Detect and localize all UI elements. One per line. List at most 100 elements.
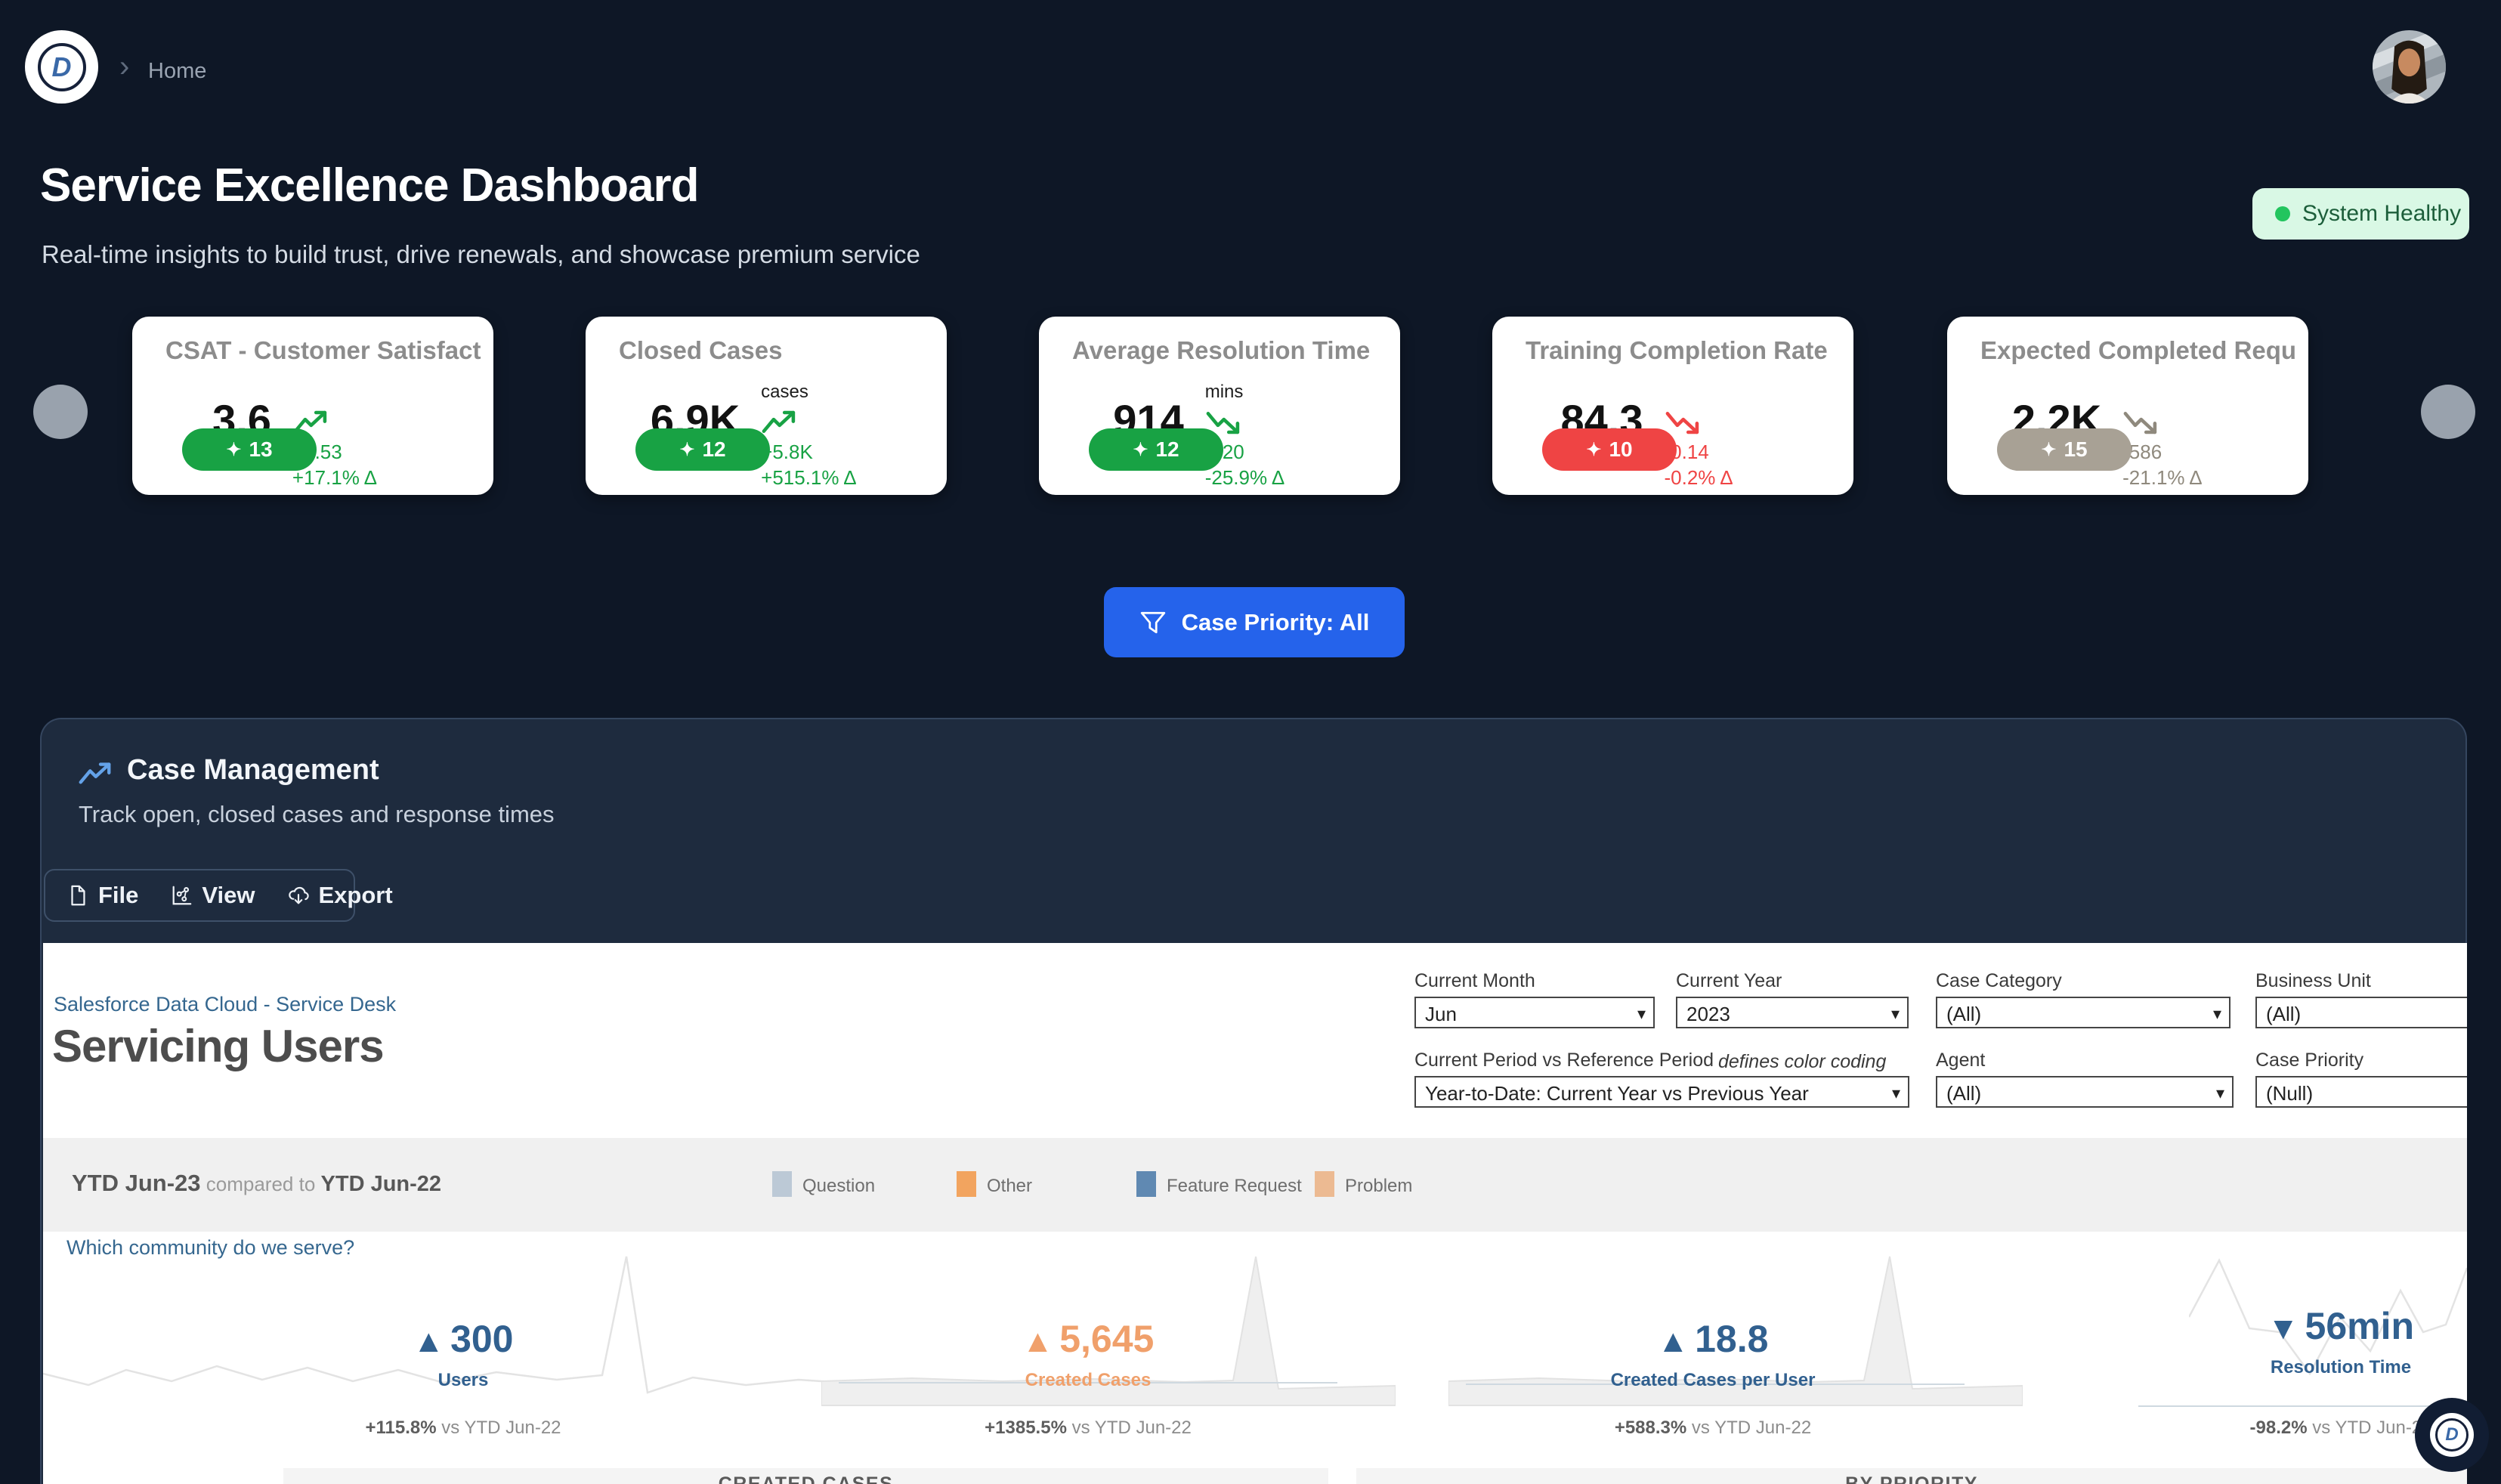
filter-label: Business Unit <box>2255 970 2371 991</box>
dropdown-period-comparison[interactable]: Year-to-Date: Current Year vs Previous Y… <box>1414 1076 1909 1108</box>
menu-view-label: View <box>202 882 255 908</box>
community-question-link[interactable]: Which community do we serve? <box>66 1236 355 1259</box>
kpi-card-delta-pct: -0.2% Δ <box>1664 466 1733 489</box>
up-triangle-icon: ▲ <box>1022 1323 1054 1359</box>
ai-score-badge[interactable]: ✦ 10 <box>1542 428 1677 471</box>
badge-value: 13 <box>249 437 273 461</box>
ban-users[interactable]: ▲ 300 <box>236 1317 690 1361</box>
dashboard-title: Servicing Users <box>52 1021 385 1071</box>
dashboard-source-link[interactable]: Salesforce Data Cloud - Service Desk <box>54 993 397 1016</box>
period-join: compared to <box>200 1173 321 1195</box>
ai-score-badge[interactable]: ✦ 12 <box>635 428 770 471</box>
filter-business-unit: Business Unit (All) <box>2255 970 2467 1028</box>
kpi-card-title: Training Completion Rate <box>1526 336 1828 364</box>
menu-view[interactable]: View <box>170 882 255 909</box>
kpi-card-avg-resolution-time[interactable]: Average Resolution Time 914 mins -320 -2… <box>1039 317 1400 495</box>
sparkle-icon: ✦ <box>1586 439 1602 460</box>
axis-line <box>1466 1384 1965 1385</box>
menu-export[interactable]: Export <box>287 882 393 909</box>
carousel-next-button[interactable] <box>2421 385 2475 439</box>
legend-swatch <box>772 1171 792 1197</box>
dropdown-business-unit[interactable]: (All) <box>2255 997 2467 1028</box>
kpi-card-title: Expected Completed Requ <box>1980 336 2297 364</box>
chevron-down-icon: ▾ <box>2215 1084 2224 1102</box>
ai-score-badge[interactable]: ✦ 12 <box>1089 428 1223 471</box>
floating-logo-button[interactable]: D <box>2415 1398 2489 1472</box>
legend-label: Question <box>802 1176 876 1196</box>
ban-comparison: +115.8% vs YTD Jun-22 <box>365 1418 561 1438</box>
ban-cases-per-user[interactable]: ▲ 18.8 <box>1486 1317 1940 1361</box>
menu-file[interactable]: File <box>66 882 138 909</box>
section-title: Case Management <box>127 754 379 786</box>
badge-value: 12 <box>702 437 726 461</box>
up-triangle-icon: ▲ <box>413 1323 445 1359</box>
kpi-card-training-completion[interactable]: Training Completion Rate 84.3 -0.14 -0.2… <box>1492 317 1853 495</box>
ai-score-badge[interactable]: ✦ 15 <box>1997 428 2132 471</box>
chevron-down-icon: ▾ <box>1637 1004 1646 1023</box>
axis-line <box>839 1382 1337 1384</box>
dropdown-value: (Null) <box>2266 1082 2314 1105</box>
sparkle-icon: ✦ <box>679 439 695 460</box>
legend-swatch <box>1136 1171 1156 1197</box>
dropdown-value: Jun <box>1425 1003 1457 1025</box>
ban-comparison: -98.2% vs YTD Jun-22 <box>2249 1418 2432 1438</box>
chart-view-icon <box>172 886 192 905</box>
axis-line <box>2138 1405 2467 1407</box>
kpi-card-closed-cases[interactable]: Closed Cases 6.9K cases +5.8K +515.1% Δ … <box>586 317 947 495</box>
dropdown-case-priority[interactable]: (Null) <box>2255 1076 2467 1108</box>
dropdown-case-category[interactable]: (All) ▾ <box>1936 997 2230 1028</box>
dropdown-current-year[interactable]: 2023 ▾ <box>1676 997 1909 1028</box>
filter-label: Current Year <box>1676 970 1782 991</box>
app-logo[interactable]: D <box>25 30 98 104</box>
created-cases-panel: CREATED CASES <box>283 1468 1328 1484</box>
logo-d-icon: D <box>2435 1418 2469 1452</box>
kpi-card-expected-completed[interactable]: Expected Completed Requ 2.2K -586 -21.1%… <box>1947 317 2308 495</box>
dropdown-value: (All) <box>1946 1082 1982 1105</box>
dropdown-value: (All) <box>2266 1003 2302 1025</box>
ban-label: Created Cases per User <box>1610 1370 1816 1390</box>
chevron-down-icon: ▾ <box>2212 1004 2221 1023</box>
status-badge: System Healthy <box>2252 188 2469 240</box>
panel-title: CREATED CASES <box>718 1473 894 1484</box>
trend-down-icon <box>2123 412 2157 434</box>
filter-case-priority: Case Priority (Null) <box>2255 1050 2467 1108</box>
filter-label: Current Period vs Reference Period <box>1414 1050 1714 1071</box>
up-triangle-icon: ▲ <box>1657 1323 1689 1359</box>
dropdown-value: Year-to-Date: Current Year vs Previous Y… <box>1425 1082 1809 1105</box>
by-priority-panel: BY PRIORITY <box>1356 1468 2467 1484</box>
kpi-card-csat[interactable]: CSAT - Customer Satisfact 3.6 +0.53 +17.… <box>132 317 493 495</box>
ban-value: 56min <box>2305 1305 2415 1347</box>
ai-score-badge[interactable]: ✦ 13 <box>182 428 317 471</box>
kpi-card-unit: cases <box>761 382 808 402</box>
kpi-card-title: CSAT - Customer Satisfact <box>165 336 481 364</box>
menubar: File View Export <box>44 869 393 922</box>
trend-down-icon <box>1665 412 1699 434</box>
filter-label: Case Priority <box>2255 1050 2364 1071</box>
badge-value: 15 <box>2064 437 2088 461</box>
ban-created-cases[interactable]: ▲ 5,645 <box>861 1317 1315 1361</box>
page-title: Service Excellence Dashboard <box>40 159 699 212</box>
dropdown-current-month[interactable]: Jun ▾ <box>1414 997 1655 1028</box>
page-subtitle: Real-time insights to build trust, drive… <box>42 240 920 268</box>
panel-title: BY PRIORITY <box>1845 1473 1978 1484</box>
avatar[interactable] <box>2373 30 2446 104</box>
comparison-period-band: YTD Jun-23 compared to YTD Jun-22 Questi… <box>43 1138 2467 1232</box>
dropdown-agent[interactable]: (All) ▾ <box>1936 1076 2234 1108</box>
avatar-image <box>2373 30 2446 104</box>
sparkline <box>821 1256 1396 1406</box>
filter-funnel-icon <box>1140 611 1165 633</box>
case-priority-filter-button[interactable]: Case Priority: All <box>1104 587 1405 657</box>
color-coding-note: defines color coding <box>1718 1051 1887 1072</box>
ban-resolution-time[interactable]: ▼ 56min <box>2114 1304 2467 1348</box>
status-label: System Healthy <box>2302 201 2462 226</box>
carousel-prev-button[interactable] <box>33 385 88 439</box>
breadcrumb[interactable]: Home <box>148 59 207 83</box>
trend-up-icon <box>293 410 327 433</box>
reference-period: YTD Jun-22 <box>320 1172 442 1196</box>
section-subtitle: Track open, closed cases and response ti… <box>79 801 555 827</box>
sparkle-icon: ✦ <box>2041 439 2057 460</box>
ban-comparison: +1385.5% vs YTD Jun-22 <box>985 1418 1192 1438</box>
trend-down-icon <box>1206 412 1239 434</box>
badge-value: 12 <box>1155 437 1179 461</box>
filter-current-year: Current Year 2023 ▾ <box>1676 970 1909 1028</box>
